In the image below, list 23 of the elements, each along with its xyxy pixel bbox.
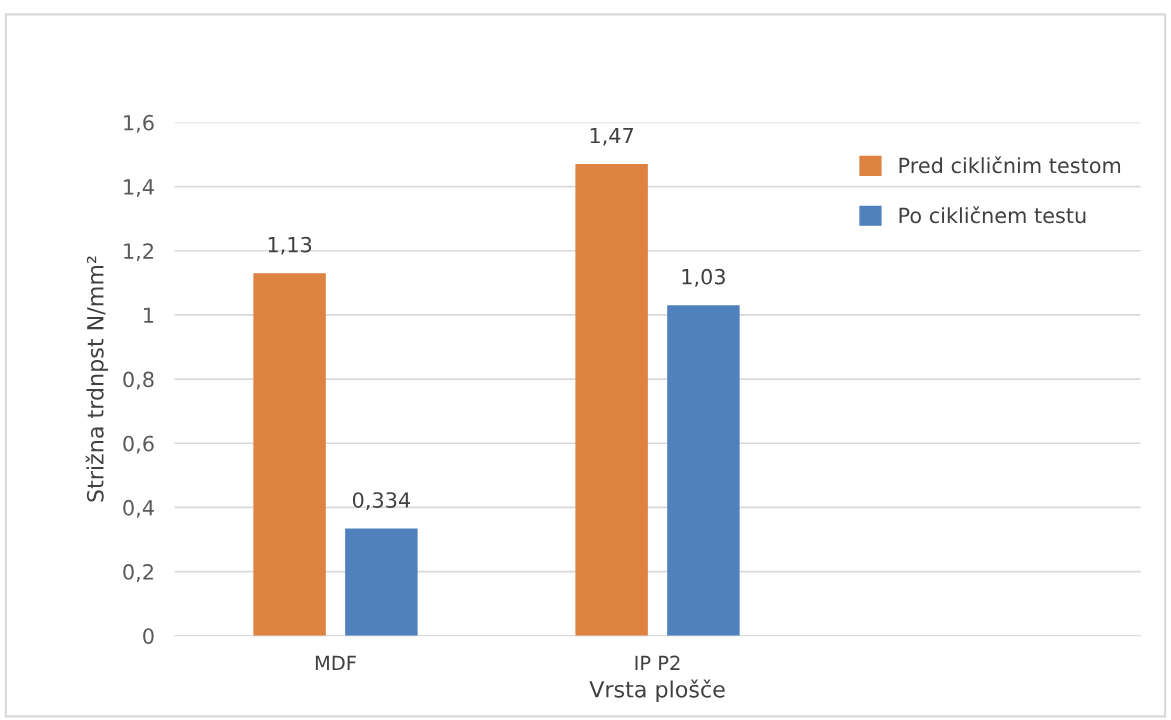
y-tick-label: 1,2: [124, 243, 153, 262]
y-tick-label: 0,4: [123, 499, 154, 518]
x-axis-title: Vrsta plošče: [589, 679, 725, 702]
data-label: 1,47: [590, 127, 634, 146]
bar: [667, 305, 740, 636]
data-label: 1,13: [268, 236, 312, 255]
bar: [253, 273, 326, 636]
legend-label: Po cikličnem testu: [899, 206, 1086, 224]
y-axis-title: Strižna trdnpst N/mm²: [85, 256, 109, 502]
data-label: 1,03: [682, 268, 725, 287]
y-tick-label: 0,8: [123, 371, 154, 390]
bar: [345, 528, 418, 636]
y-tick-label: 1,4: [124, 179, 154, 197]
y-tick-label: 0: [143, 628, 154, 644]
legend-label: Pred cikličnim testom: [899, 156, 1121, 174]
y-tick-label: 0,6: [123, 435, 154, 454]
y-tick-label: 0,2: [123, 564, 153, 582]
y-tick-label: 1,6: [124, 114, 154, 133]
x-tick-label: IP P2: [635, 655, 680, 670]
bar: [575, 164, 648, 636]
data-label: 0,334: [352, 492, 411, 511]
y-tick-label: 1: [144, 307, 154, 323]
x-tick-label: MDF: [315, 655, 356, 670]
